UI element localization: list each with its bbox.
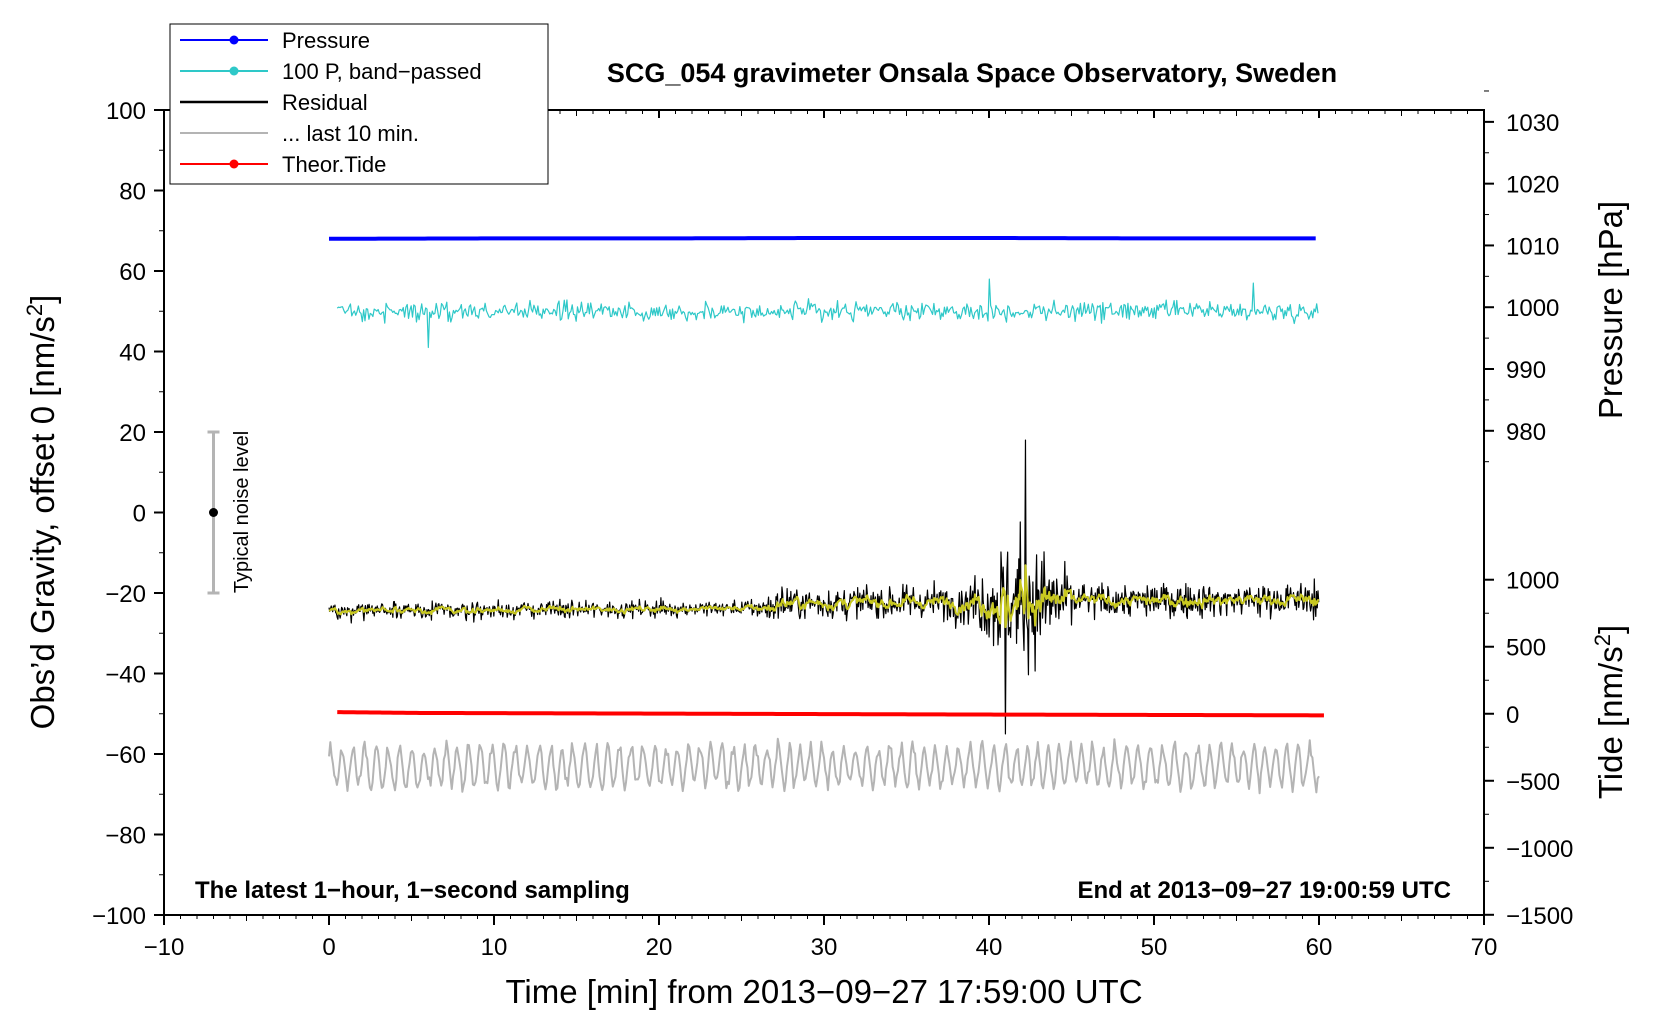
x-tick-label: −10: [144, 934, 185, 961]
y-tick-label: −60: [105, 742, 146, 769]
pressure-axis-label: Pressure [hPa]: [1592, 201, 1629, 419]
pressure-tick-label: 1010: [1506, 233, 1559, 260]
y-tick-label: 40: [119, 340, 146, 367]
y-tick-label: −100: [92, 903, 146, 930]
tide-tick-label: −1500: [1506, 903, 1573, 930]
y-axis-label-sup: 2: [22, 304, 47, 316]
y-tick-label: 100: [106, 98, 146, 125]
legend-label: ... last 10 min.: [282, 121, 419, 146]
legend-marker: [229, 35, 239, 45]
tide-tick-labels: −1500 −1000 −500 0 500 1000: [1506, 568, 1573, 930]
chart-title: SCG_054 gravimeter Onsala Space Observat…: [607, 58, 1337, 88]
y-tick-label: −40: [105, 662, 146, 689]
tide-tick-label: 0: [1506, 702, 1519, 729]
tide-axis-label-main: Tide [nm/s: [1592, 646, 1629, 799]
pressure-tick-label: 1000: [1506, 295, 1559, 322]
x-tick-label: 20: [646, 934, 673, 961]
legend-label: 100 P, band−passed: [282, 59, 482, 84]
noise-level-label: Typical noise level: [231, 431, 253, 593]
tide-tick-label: 500: [1506, 635, 1546, 662]
y-tick-label: 80: [119, 179, 146, 206]
tide-tick-label: 1000: [1506, 568, 1559, 595]
plot-frame: [163, 109, 1485, 916]
x-tick-label: 30: [811, 934, 838, 961]
x-tick-label: 60: [1306, 934, 1333, 961]
pressure-tick-label: 1020: [1506, 172, 1559, 199]
series-layer: [328, 236, 1324, 795]
x-tick-labels: −10 0 10 20 30 40 50 60 70: [144, 934, 1498, 961]
x-axis-label: Time [min] from 2013−09−27 17:59:00 UTC: [505, 973, 1142, 1010]
legend-label: Theor.Tide: [282, 152, 386, 177]
tide-tick-label: −500: [1506, 769, 1560, 796]
legend-marker: [229, 66, 239, 76]
x-tick-label: 0: [322, 934, 335, 961]
x-tick-label: 10: [481, 934, 508, 961]
pressure-tick-label: 990: [1506, 357, 1546, 384]
legend-label: Pressure: [282, 28, 370, 53]
noise-level-bar: [207, 430, 220, 595]
residual-smoothed-line: [328, 564, 1320, 629]
theor-tide-line: [337, 710, 1324, 718]
x-tick-label: 40: [976, 934, 1003, 961]
y-tick-label: −20: [105, 581, 146, 608]
legend: Pressure 100 P, band−passed Residual ... la…: [169, 23, 549, 185]
legend-items: Pressure 100 P, band−passed Residual ... la…: [180, 28, 482, 177]
y-tick-label: −80: [105, 823, 146, 850]
band-passed-pressure-line: [336, 278, 1319, 349]
tick-marks-layer: [154, 90, 1494, 925]
tide-axis-label: Tide [nm/s2]: [1590, 625, 1630, 799]
pressure-tick-label: 980: [1506, 419, 1546, 446]
pressure-tick-labels: 980 990 1000 1010 1020 1030: [1506, 110, 1559, 446]
y-axis-label: Obs’d Gravity, offset 0 [nm/s2]: [22, 295, 62, 730]
tide-axis-label-end: ]: [1592, 625, 1629, 634]
pressure-tick-label: 1030: [1506, 110, 1559, 137]
legend-marker: [229, 159, 239, 169]
end-time-note: End at 2013−09−27 19:00:59 UTC: [1077, 877, 1451, 904]
legend-box: [169, 23, 549, 185]
residual-line: [328, 439, 1320, 735]
tide-tick-label: −1000: [1506, 836, 1573, 863]
y-tick-label: 60: [119, 259, 146, 286]
x-tick-label: 50: [1141, 934, 1168, 961]
x-tick-label: 70: [1471, 934, 1498, 961]
y-tick-label: 0: [133, 501, 146, 528]
y-axis-label-main: Obs’d Gravity, offset 0 [nm/s: [24, 316, 61, 729]
y-tick-label: 20: [119, 420, 146, 447]
last-10-min-line: [328, 737, 1320, 795]
pressure-line: [328, 236, 1316, 241]
y-axis-label-end: ]: [24, 295, 61, 304]
noise-bar-center-dot: [209, 508, 218, 517]
tide-axis-label-sup: 2: [1590, 634, 1615, 646]
sampling-note: The latest 1−hour, 1−second sampling: [195, 877, 630, 904]
legend-label: Residual: [282, 90, 368, 115]
y-tick-labels: −100 −80 −60 −40 −20 0 20 40 60 80 100: [92, 98, 146, 930]
